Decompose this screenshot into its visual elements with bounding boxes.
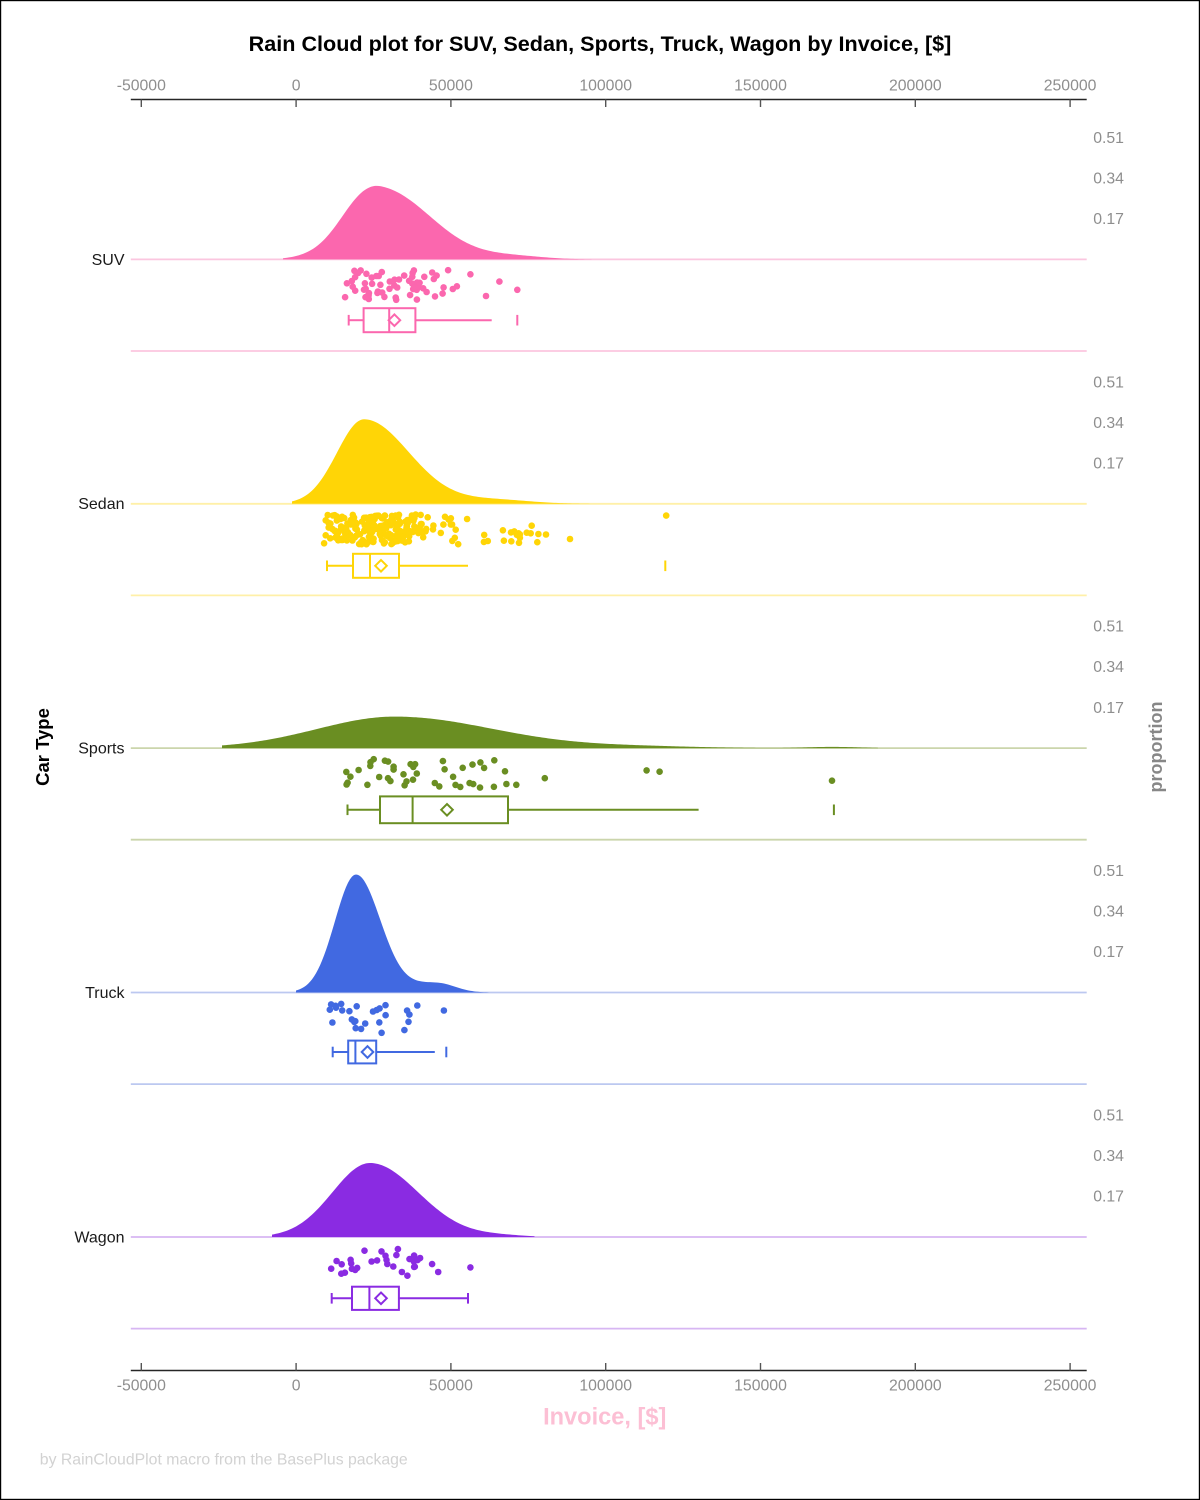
svg-text:100000: 100000 — [579, 1378, 632, 1395]
svg-text:0.51: 0.51 — [1093, 130, 1124, 147]
svg-text:by RainCloudPlot macro from th: by RainCloudPlot macro from the BasePlus… — [40, 1452, 408, 1469]
svg-text:Car Type: Car Type — [32, 708, 53, 786]
svg-text:0.51: 0.51 — [1093, 619, 1124, 636]
svg-text:proportion: proportion — [1146, 702, 1166, 793]
svg-text:0.34: 0.34 — [1093, 171, 1124, 188]
svg-text:-50000: -50000 — [117, 1378, 166, 1395]
svg-text:50000: 50000 — [429, 78, 473, 95]
svg-text:250000: 250000 — [1044, 1378, 1097, 1395]
svg-text:0.34: 0.34 — [1093, 1148, 1124, 1165]
svg-text:0.51: 0.51 — [1093, 863, 1124, 880]
svg-text:Wagon: Wagon — [74, 1229, 124, 1246]
svg-text:200000: 200000 — [889, 1378, 942, 1395]
svg-text:150000: 150000 — [734, 1378, 787, 1395]
svg-text:0: 0 — [292, 78, 301, 95]
svg-text:0.17: 0.17 — [1093, 700, 1124, 717]
svg-text:0.17: 0.17 — [1093, 456, 1124, 473]
svg-text:0.51: 0.51 — [1093, 374, 1124, 391]
svg-text:0.17: 0.17 — [1093, 944, 1124, 961]
svg-text:0: 0 — [292, 1378, 301, 1395]
svg-text:0.17: 0.17 — [1093, 211, 1124, 228]
svg-text:Invoice, [$]: Invoice, [$] — [543, 1404, 666, 1430]
svg-text:0.51: 0.51 — [1093, 1108, 1124, 1125]
svg-text:0.34: 0.34 — [1093, 415, 1124, 432]
svg-text:0.17: 0.17 — [1093, 1189, 1124, 1206]
svg-text:0.34: 0.34 — [1093, 659, 1124, 676]
svg-text:150000: 150000 — [734, 78, 787, 95]
svg-text:SUV: SUV — [92, 252, 125, 269]
svg-text:100000: 100000 — [579, 78, 632, 95]
svg-text:200000: 200000 — [889, 78, 942, 95]
svg-text:-50000: -50000 — [117, 78, 166, 95]
svg-text:Sedan: Sedan — [78, 496, 124, 513]
svg-text:250000: 250000 — [1044, 78, 1097, 95]
svg-text:50000: 50000 — [429, 1378, 473, 1395]
svg-text:Sports: Sports — [78, 741, 124, 758]
svg-text:Rain Cloud plot for SUV, Sedan: Rain Cloud plot for SUV, Sedan, Sports, … — [249, 31, 952, 56]
svg-text:0.34: 0.34 — [1093, 904, 1124, 921]
svg-text:Truck: Truck — [85, 985, 125, 1002]
